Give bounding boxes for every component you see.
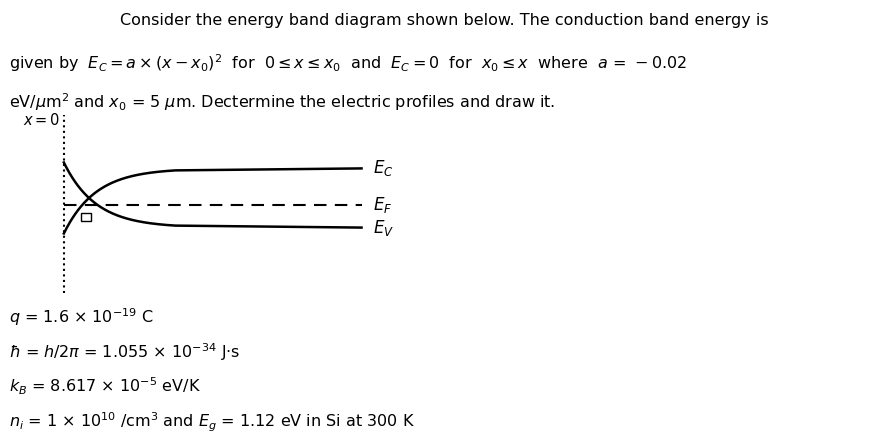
- Text: $k_B$ = 8.617 $\times$ 10$^{-5}$ eV/K: $k_B$ = 8.617 $\times$ 10$^{-5}$ eV/K: [9, 376, 201, 397]
- Bar: [81, 213, 91, 221]
- Text: $E_C$: $E_C$: [373, 159, 393, 178]
- Text: $E_F$: $E_F$: [373, 195, 392, 215]
- Text: Consider the energy band diagram shown below. The conduction band energy is: Consider the energy band diagram shown b…: [120, 13, 768, 28]
- Text: eV/$\mu$m$^2$ and $x_0$ = 5 $\mu$m. Dectermine the electric profiles and draw it: eV/$\mu$m$^2$ and $x_0$ = 5 $\mu$m. Dect…: [9, 92, 555, 114]
- Text: $q$ = 1.6 $\times$ 10$^{-19}$ C: $q$ = 1.6 $\times$ 10$^{-19}$ C: [9, 306, 154, 328]
- Text: $E_V$: $E_V$: [373, 218, 394, 238]
- Text: given by  $E_C = a \times(x - x_0)^2$  for  $0 \leq x \leq x_0$  and  $E_C = 0$ : given by $E_C = a \times(x - x_0)^2$ for…: [9, 52, 687, 74]
- Text: $x = 0$: $x = 0$: [23, 112, 60, 128]
- Text: $n_i$ = 1 $\times$ 10$^{10}$ /cm$^3$ and $E_g$ = 1.12 eV in Si at 300 K: $n_i$ = 1 $\times$ 10$^{10}$ /cm$^3$ and…: [9, 411, 415, 434]
- Text: $\hbar$ = $h/2\pi$ = 1.055 $\times$ 10$^{-34}$ J$\cdot$s: $\hbar$ = $h/2\pi$ = 1.055 $\times$ 10$^…: [9, 341, 241, 363]
